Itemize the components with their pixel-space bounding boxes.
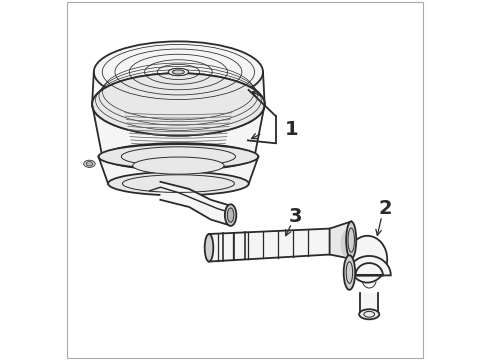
Ellipse shape bbox=[172, 70, 184, 74]
Ellipse shape bbox=[168, 68, 189, 76]
Ellipse shape bbox=[227, 208, 234, 222]
Polygon shape bbox=[347, 256, 391, 275]
Polygon shape bbox=[92, 104, 265, 157]
Text: 2: 2 bbox=[379, 199, 392, 218]
Ellipse shape bbox=[86, 162, 93, 166]
Ellipse shape bbox=[98, 144, 258, 169]
Ellipse shape bbox=[84, 160, 95, 167]
Ellipse shape bbox=[92, 73, 265, 136]
Ellipse shape bbox=[92, 73, 265, 136]
Polygon shape bbox=[92, 72, 265, 104]
Text: 1: 1 bbox=[285, 120, 298, 139]
Ellipse shape bbox=[205, 234, 213, 261]
Ellipse shape bbox=[346, 221, 356, 259]
Ellipse shape bbox=[343, 255, 355, 290]
Ellipse shape bbox=[102, 143, 254, 170]
Polygon shape bbox=[360, 293, 378, 314]
Ellipse shape bbox=[225, 204, 236, 226]
Ellipse shape bbox=[359, 309, 379, 319]
Polygon shape bbox=[98, 157, 258, 184]
Polygon shape bbox=[160, 182, 229, 225]
Ellipse shape bbox=[108, 172, 249, 195]
Polygon shape bbox=[330, 221, 351, 259]
Text: 3: 3 bbox=[289, 207, 302, 225]
Ellipse shape bbox=[347, 236, 387, 283]
Ellipse shape bbox=[94, 41, 263, 103]
Ellipse shape bbox=[133, 157, 224, 174]
Ellipse shape bbox=[341, 230, 355, 258]
